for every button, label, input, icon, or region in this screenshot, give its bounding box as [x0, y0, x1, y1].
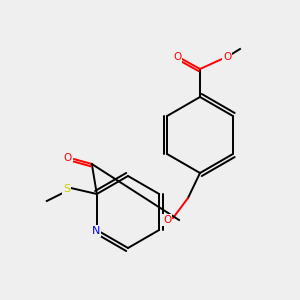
Text: S: S	[63, 184, 70, 194]
Text: O: O	[163, 215, 171, 225]
Text: N: N	[92, 226, 100, 236]
Text: O: O	[223, 52, 231, 62]
Text: O: O	[64, 153, 72, 163]
Text: O: O	[173, 52, 181, 62]
